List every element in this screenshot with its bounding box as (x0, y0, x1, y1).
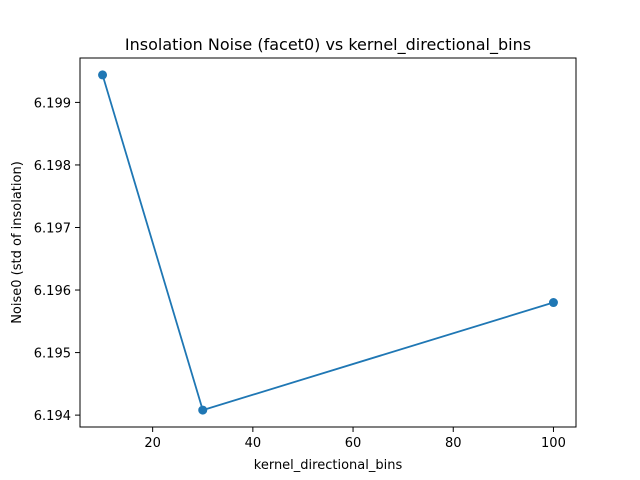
x-tick-label: 40 (245, 436, 262, 451)
data-point (198, 405, 208, 415)
x-axis-label: kernel_directional_bins (254, 458, 403, 473)
data-point (98, 70, 108, 80)
y-axis-ticks: 6.194 6.195 6.196 6.197 6.198 6.199 (34, 96, 80, 424)
y-tick-label: 6.196 (34, 284, 71, 299)
x-tick-label: 80 (445, 436, 462, 451)
x-tick-label: 20 (144, 436, 161, 451)
x-tick-label: 60 (345, 436, 362, 451)
x-tick-label: 100 (541, 436, 566, 451)
plot-area (80, 58, 576, 427)
chart-title: Insolation Noise (facet0) vs kernel_dire… (125, 35, 531, 55)
data-point (548, 298, 558, 308)
series-layer (98, 70, 558, 415)
x-axis-ticks: 20 40 60 80 100 (144, 427, 566, 451)
y-tick-label: 6.197 (34, 221, 71, 236)
y-axis-label: Noise0 (std of insolation) (10, 161, 25, 324)
y-tick-label: 6.195 (34, 347, 71, 362)
plot-frame (79, 57, 577, 428)
y-tick-label: 6.199 (34, 96, 71, 111)
y-tick-label: 6.194 (34, 409, 71, 424)
y-tick-label: 6.198 (34, 159, 71, 174)
